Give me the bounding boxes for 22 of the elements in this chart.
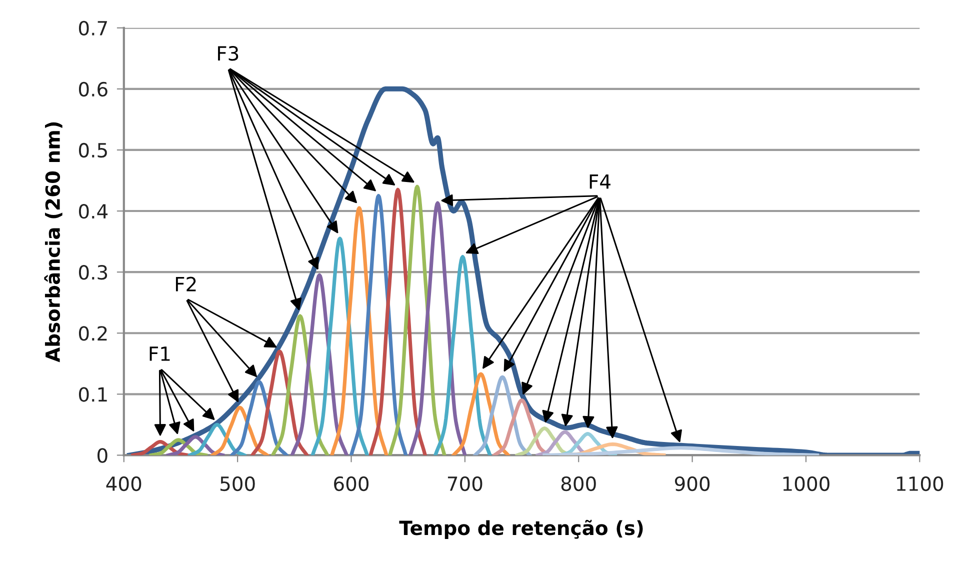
y-tick-label: 0.2 xyxy=(78,326,107,341)
annotation: F2 xyxy=(176,276,196,292)
y-tick-label: 0.4 xyxy=(78,204,108,219)
x-tick-label: 700 xyxy=(448,476,482,492)
x-tick-label: 800 xyxy=(561,476,596,492)
y-tick-label: 0.3 xyxy=(78,265,108,280)
y-tick-label: 0 xyxy=(98,448,108,463)
x-tick-label: 900 xyxy=(674,476,710,492)
y-axis-title: Absorbância (260 nm) xyxy=(44,122,62,362)
annotation: F3 xyxy=(218,46,238,61)
x-axis-title: Tempo de retenção (s) xyxy=(399,520,643,540)
x-tick-label: 600 xyxy=(334,476,369,492)
y-tick-label: 0.5 xyxy=(78,142,107,158)
x-tick-label: 500 xyxy=(220,476,255,492)
y-tick-label: 0.7 xyxy=(78,20,107,36)
x-tick-label: 1100 xyxy=(897,476,944,492)
annotation: F4 xyxy=(590,174,610,189)
x-tick-label: 1000 xyxy=(783,476,830,492)
y-tick-label: 0.6 xyxy=(78,82,108,97)
y-tick-label: 0.1 xyxy=(78,387,107,402)
x-tick-label: 400 xyxy=(106,476,142,492)
annotation: F1 xyxy=(150,346,170,361)
